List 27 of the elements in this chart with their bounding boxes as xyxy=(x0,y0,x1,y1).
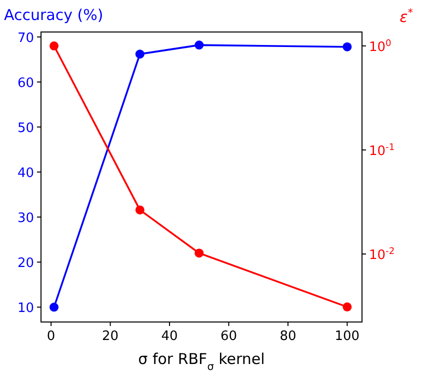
y-tick-label: 10 xyxy=(17,301,34,316)
y2-tick-label: 10$^{-2}$ xyxy=(369,246,395,263)
y-tick-label: 70 xyxy=(17,30,34,46)
point xyxy=(135,205,144,214)
x-axis-title: σ for RBF$_{σ}$ kernel xyxy=(138,350,265,373)
y-tick-label: 60 xyxy=(17,76,34,91)
point xyxy=(50,302,59,312)
x-tick-label: 100 xyxy=(334,329,360,344)
y2-tick-label: 10$^{0}$ xyxy=(369,38,392,55)
y-tick-label: 40 xyxy=(17,166,34,182)
y-tick-label: 50 xyxy=(17,121,34,136)
point xyxy=(342,302,352,312)
y2-tick-label: 10$^{-1}$ xyxy=(369,142,395,159)
point xyxy=(135,50,144,59)
x-tick-label: 0 xyxy=(46,329,56,344)
x-tick-label: 40 xyxy=(161,329,178,344)
point xyxy=(342,42,352,52)
y2-axis-title: ε$^{*}$ xyxy=(400,7,413,26)
y-axis-title: Accuracy (%) xyxy=(4,6,104,24)
y-tick-label: 30 xyxy=(17,211,34,226)
point xyxy=(194,40,204,50)
x-tick-label: 80 xyxy=(280,329,296,344)
x-tick-label: 20 xyxy=(102,329,119,344)
point xyxy=(194,248,204,258)
x-tick-label: 60 xyxy=(220,329,238,344)
y-tick-label: 20 xyxy=(17,256,34,272)
point xyxy=(50,41,59,50)
